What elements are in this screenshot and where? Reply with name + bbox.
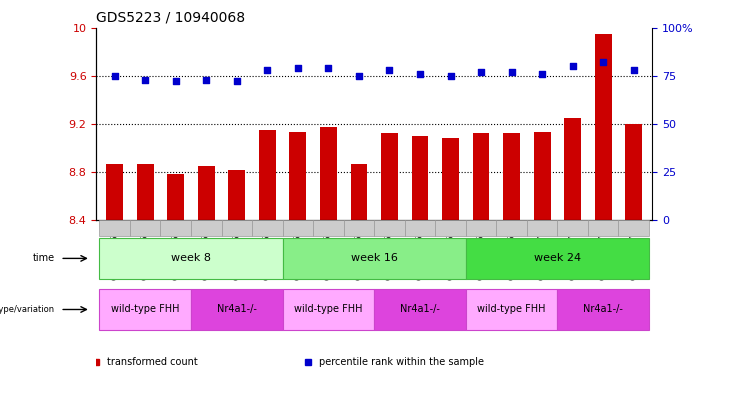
- Bar: [282, 238, 466, 279]
- Point: [353, 72, 365, 79]
- Bar: [381, 134, 398, 220]
- Bar: [466, 238, 649, 279]
- Bar: [595, 33, 611, 220]
- Bar: [191, 289, 282, 330]
- Bar: [167, 174, 184, 220]
- Point: [505, 69, 517, 75]
- Bar: [282, 220, 313, 236]
- Point: [445, 72, 456, 79]
- Text: week 16: week 16: [350, 253, 398, 263]
- Text: Nr4a1-/-: Nr4a1-/-: [217, 305, 256, 314]
- Bar: [496, 220, 527, 236]
- Bar: [350, 163, 368, 220]
- Point: [139, 76, 151, 83]
- Bar: [411, 136, 428, 220]
- Bar: [534, 132, 551, 220]
- Bar: [565, 118, 581, 220]
- Text: Nr4a1-/-: Nr4a1-/-: [400, 305, 440, 314]
- Bar: [290, 132, 306, 220]
- Point: [475, 69, 487, 75]
- Bar: [320, 127, 337, 220]
- Bar: [313, 220, 344, 236]
- Point: [231, 78, 243, 84]
- Point: [597, 59, 609, 65]
- Text: GDS5223 / 10940068: GDS5223 / 10940068: [96, 11, 245, 25]
- Point: [384, 67, 396, 73]
- Bar: [435, 220, 466, 236]
- Text: wild-type FHH: wild-type FHH: [477, 305, 546, 314]
- Point: [292, 65, 304, 71]
- Text: wild-type FHH: wild-type FHH: [111, 305, 179, 314]
- Bar: [588, 220, 619, 236]
- Text: time: time: [33, 253, 55, 263]
- Bar: [106, 163, 123, 220]
- Text: percentile rank within the sample: percentile rank within the sample: [319, 356, 484, 367]
- Bar: [557, 289, 649, 330]
- Point: [109, 72, 121, 79]
- Point: [414, 71, 426, 77]
- Point: [567, 63, 579, 69]
- Bar: [503, 134, 520, 220]
- Point: [628, 67, 639, 73]
- Bar: [619, 220, 649, 236]
- Bar: [405, 220, 435, 236]
- Point: [200, 76, 212, 83]
- Bar: [99, 238, 282, 279]
- Bar: [99, 220, 130, 236]
- Point: [322, 65, 334, 71]
- Bar: [259, 130, 276, 220]
- Text: genotype/variation: genotype/variation: [0, 305, 55, 314]
- Bar: [466, 220, 496, 236]
- Bar: [527, 220, 557, 236]
- Text: Nr4a1-/-: Nr4a1-/-: [583, 305, 623, 314]
- Point: [536, 71, 548, 77]
- Bar: [374, 289, 466, 330]
- Text: transformed count: transformed count: [107, 356, 198, 367]
- Bar: [473, 134, 490, 220]
- Bar: [252, 220, 282, 236]
- Bar: [198, 166, 215, 220]
- Bar: [191, 220, 222, 236]
- Text: week 8: week 8: [171, 253, 211, 263]
- Bar: [466, 289, 557, 330]
- Bar: [282, 289, 374, 330]
- Bar: [374, 220, 405, 236]
- Text: wild-type FHH: wild-type FHH: [294, 305, 362, 314]
- Point: [170, 78, 182, 84]
- Bar: [442, 138, 459, 220]
- Bar: [228, 169, 245, 220]
- Bar: [161, 220, 191, 236]
- Bar: [557, 220, 588, 236]
- Bar: [222, 220, 252, 236]
- Point: [262, 67, 273, 73]
- Bar: [625, 124, 642, 220]
- Text: week 24: week 24: [534, 253, 581, 263]
- Bar: [99, 289, 191, 330]
- Bar: [344, 220, 374, 236]
- Bar: [137, 163, 153, 220]
- Bar: [130, 220, 161, 236]
